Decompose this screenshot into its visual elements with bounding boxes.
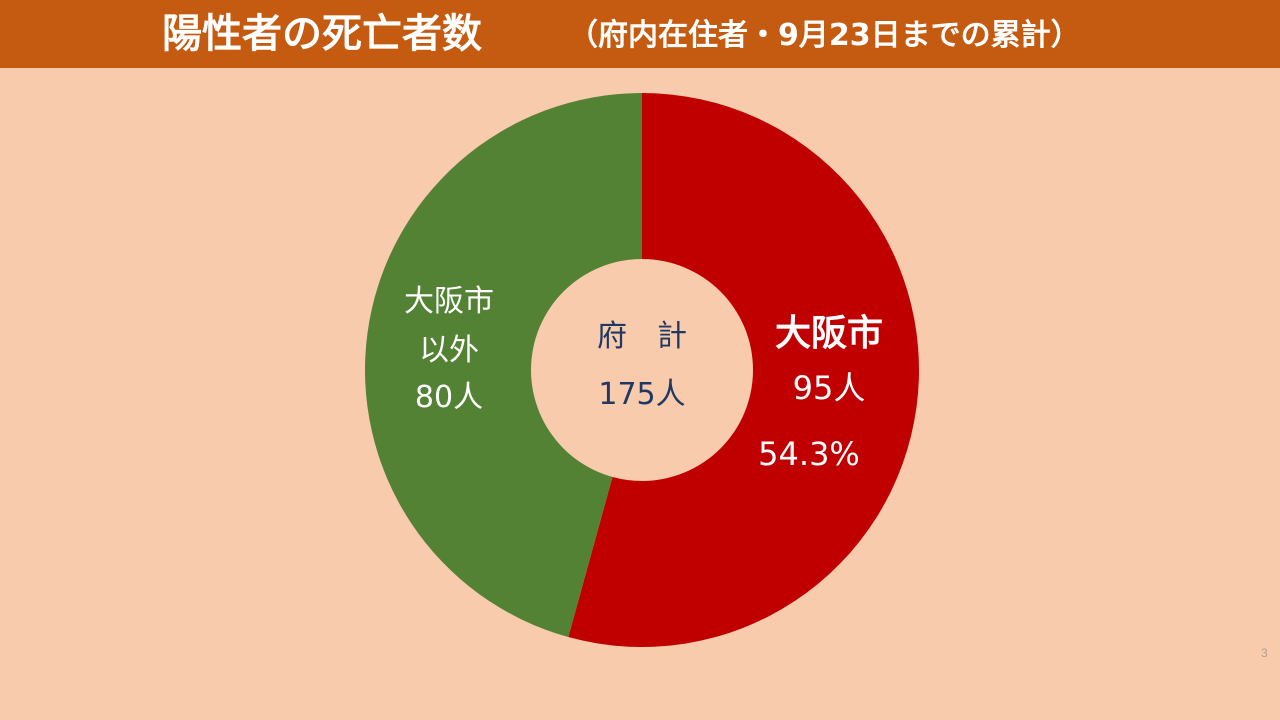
chart-subtitle: （府内在住者・9月23日までの累計） [568,18,1081,53]
slice-label-outside-osaka-line1: 大阪市 [404,284,494,319]
page-number: 3 [1261,646,1268,660]
title-bar: 陽性者の死亡者数 （府内在住者・9月23日までの累計） [0,0,1280,68]
slice-label-outside-osaka-line2: 以外 [419,333,479,368]
slice-value-outside-osaka: 80人 [415,380,483,415]
slice-percent-osaka-city: 54.3% [758,435,860,473]
total-label: 府 計 [597,319,687,354]
donut-hole [531,259,753,481]
slice-value-osaka-city: 95人 [793,369,866,407]
slice-label-osaka-city: 大阪市 [775,313,883,354]
slice-outside-osaka-city [365,93,642,638]
total-value: 175人 [598,377,685,412]
chart-title: 陽性者の死亡者数 [162,11,482,57]
